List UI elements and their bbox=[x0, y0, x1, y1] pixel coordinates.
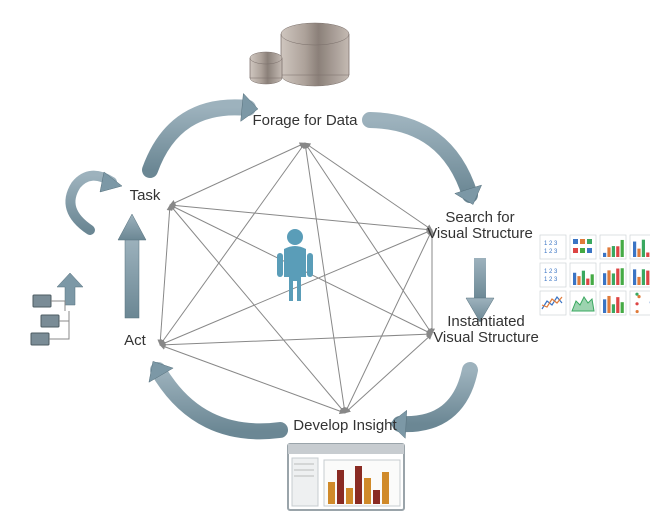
dashboard-icon bbox=[288, 444, 404, 510]
edge-search-task bbox=[170, 205, 432, 230]
chart-thumb-8 bbox=[540, 291, 566, 315]
database-icon bbox=[250, 23, 349, 86]
flow-icon bbox=[31, 273, 83, 345]
chart-thumb-1 bbox=[570, 235, 596, 259]
edge-act-task bbox=[160, 205, 170, 345]
svg-text:1 2 3: 1 2 3 bbox=[544, 277, 558, 283]
svg-text:1 2 3: 1 2 3 bbox=[544, 249, 558, 255]
arrow-inst-insight bbox=[390, 370, 470, 438]
svg-text:1 2 3: 1 2 3 bbox=[544, 241, 558, 247]
label-forage: Forage for Data bbox=[252, 112, 358, 129]
chart-thumb-5 bbox=[570, 263, 596, 287]
edge-inst-act bbox=[160, 334, 432, 345]
chart-thumb-7 bbox=[630, 263, 650, 287]
label-insight: Develop Insight bbox=[293, 417, 397, 434]
arrow-insight-act bbox=[149, 361, 280, 431]
chart-thumb-6 bbox=[600, 263, 626, 287]
chart-thumb-9 bbox=[570, 291, 596, 315]
arrow-forage-search bbox=[370, 120, 482, 205]
edge-search-insight bbox=[345, 230, 432, 413]
edge-forage-task bbox=[170, 143, 305, 205]
person-icon bbox=[277, 229, 313, 301]
arrow-task-forage bbox=[150, 93, 258, 170]
edge-inst-insight bbox=[345, 334, 432, 413]
label-task: Task bbox=[130, 187, 161, 204]
edge-forage-search bbox=[305, 143, 432, 230]
chart-thumb-3 bbox=[630, 235, 650, 259]
label-act: Act bbox=[124, 332, 147, 349]
act-to-task-arrow bbox=[118, 214, 146, 318]
chart-grid-icon: 1 2 3 1 2 3 1 2 3 1 2 3 bbox=[540, 235, 650, 315]
label-search: Search forVisual Structure bbox=[427, 209, 533, 242]
chart-thumb-0: 1 2 3 1 2 3 bbox=[540, 235, 566, 259]
chart-thumb-2 bbox=[600, 235, 626, 259]
task-feedback-arrow bbox=[70, 172, 122, 230]
chart-thumb-11 bbox=[630, 291, 650, 315]
label-inst: InstantiatedVisual Structure bbox=[433, 313, 539, 346]
chart-thumb-10 bbox=[600, 291, 626, 315]
diagram-canvas: 1 2 3 1 2 3 1 2 3 1 2 3 Forage for Data Sear… bbox=[0, 0, 650, 529]
chart-thumb-4: 1 2 3 1 2 3 bbox=[540, 263, 566, 287]
svg-text:1 2 3: 1 2 3 bbox=[544, 269, 558, 275]
